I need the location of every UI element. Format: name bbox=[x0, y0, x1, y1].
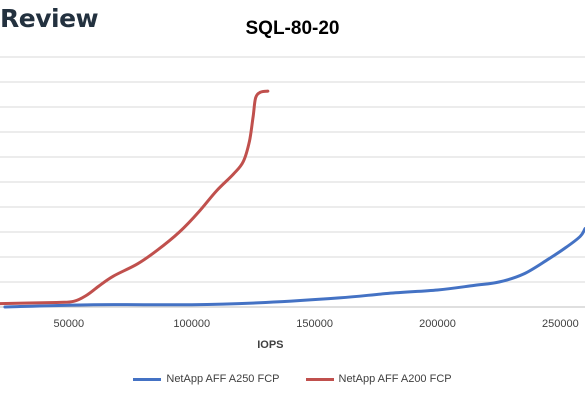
series-line-a200 bbox=[0, 89, 270, 306]
x-axis-title: IOPS bbox=[257, 339, 283, 351]
legend-swatch-a200 bbox=[305, 377, 334, 381]
legend-label-a250: NetApp AFF A250 FCP bbox=[166, 373, 280, 385]
legend-item-a200: NetApp AFF A200 FCP bbox=[305, 373, 452, 385]
brand-logo-text: Review bbox=[0, 4, 99, 33]
legend: NetApp AFF A250 FCP NetApp AFF A200 FCP bbox=[0, 373, 585, 385]
x-tick-label: 50000 bbox=[54, 318, 85, 330]
legend-swatch-a250 bbox=[133, 377, 162, 381]
x-tick-label: 250000 bbox=[542, 318, 579, 330]
legend-label-a200: NetApp AFF A200 FCP bbox=[338, 373, 452, 385]
x-tick-label: 200000 bbox=[419, 318, 456, 330]
x-tick-labels: 50000 100000 150000 200000 250000 bbox=[54, 318, 579, 330]
series-lines bbox=[0, 89, 585, 309]
x-tick-label: 100000 bbox=[173, 318, 210, 330]
legend-item-a250: NetApp AFF A250 FCP bbox=[133, 373, 280, 385]
chart-title: SQL-80-20 bbox=[245, 18, 340, 39]
series-line-a250 bbox=[3, 227, 585, 309]
x-tick-label: 150000 bbox=[296, 318, 333, 330]
gridlines bbox=[0, 56, 585, 308]
